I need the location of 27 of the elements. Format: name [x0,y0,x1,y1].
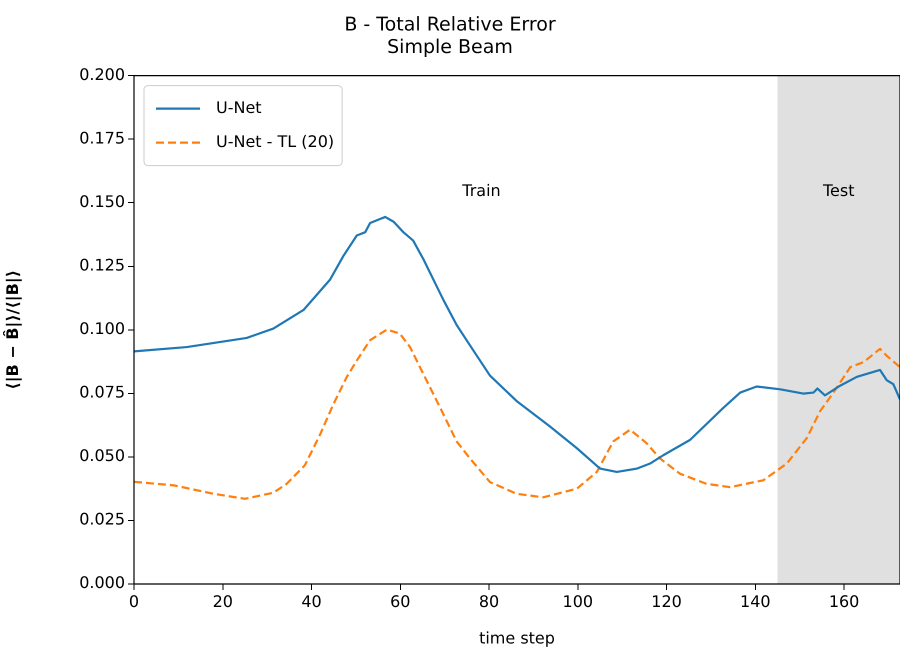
legend-label: U-Net - TL (20) [216,132,334,151]
y-tick-label: 0.100 [79,318,125,338]
x-tick-label: 80 [478,592,500,611]
x-axis-title: time step [479,628,555,648]
y-tick-label: 0.050 [79,446,125,466]
y-tick-label: 0.175 [79,128,125,148]
x-tick-label: 100 [562,592,594,611]
y-tick-label: 0.075 [79,382,125,402]
x-tick-label: 20 [212,592,233,611]
x-tick-label: 0 [128,592,140,611]
chart-subtitle: Simple Beam [387,36,513,58]
chart-title: B - Total Relative Error [344,13,556,36]
band-label: Test [822,180,855,200]
line-series [134,328,900,500]
x-tick-label: 140 [740,592,771,611]
x-tick-label: 40 [301,592,322,611]
x-tick-label: 160 [828,592,860,611]
y-tick-label: 0.200 [79,64,125,84]
y-axis-title: ⟨|B − B̂|⟩/⟨|B|⟩ [2,270,22,390]
y-tick-label: 0.000 [79,573,125,592]
y-tick-label: 0.025 [79,510,125,529]
x-tick-label: 120 [651,592,682,611]
y-tick-label: 0.150 [79,192,125,211]
y-tick-label: 0.125 [79,255,125,274]
legend-label: U-Net [216,98,262,117]
annotation: Train [461,180,501,200]
x-tick-label: 60 [390,592,410,611]
